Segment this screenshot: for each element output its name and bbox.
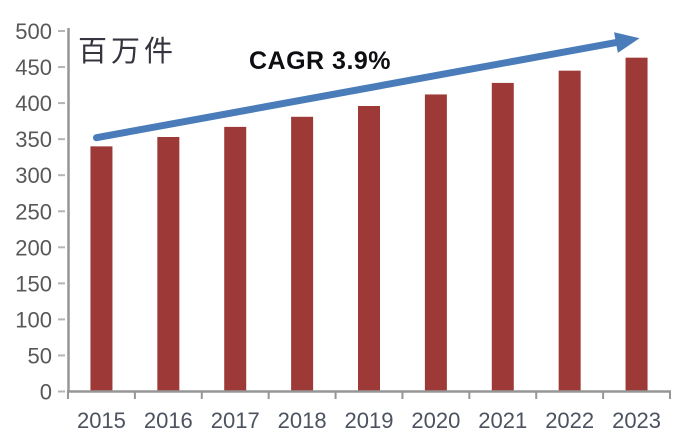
y-axis-label: 400	[15, 91, 52, 116]
y-axis-label: 200	[15, 235, 52, 260]
trend-arrow-line	[92, 38, 622, 142]
x-axis-label: 2019	[345, 408, 394, 433]
bar-2015	[90, 146, 113, 392]
x-axis-label: 2020	[411, 408, 460, 433]
y-axis-label: 300	[15, 163, 52, 188]
y-axis-label: 250	[15, 199, 52, 224]
bar-2021	[491, 82, 514, 393]
x-axis-label: 2017	[211, 408, 260, 433]
x-axis-label: 2022	[545, 408, 594, 433]
x-axis-label: 2018	[278, 408, 327, 433]
bar-2020	[424, 94, 447, 392]
cagr-annotation: CAGR 3.9%	[249, 47, 392, 75]
bar-2019	[358, 105, 380, 392]
y-axis-label: 150	[15, 271, 52, 296]
y-axis-label: 350	[15, 127, 52, 152]
y-axis-label: 50	[28, 343, 52, 368]
bar-2018	[291, 116, 314, 392]
x-axis-label: 2021	[478, 408, 527, 433]
trend-arrow-head	[614, 32, 640, 53]
x-axis-label: 2016	[144, 408, 193, 433]
bar-2017	[224, 126, 247, 392]
y-axis-label: 0	[40, 380, 52, 405]
unit-label: 百万件	[78, 34, 178, 68]
y-axis-label: 450	[15, 55, 52, 80]
bar-2022	[558, 70, 581, 392]
bar-2016	[157, 136, 180, 392]
x-axis-label: 2015	[77, 408, 126, 433]
x-axis-label: 2023	[612, 408, 661, 433]
y-axis-label: 100	[15, 307, 52, 332]
bar-2023	[625, 57, 648, 392]
y-axis-label: 500	[15, 19, 52, 44]
